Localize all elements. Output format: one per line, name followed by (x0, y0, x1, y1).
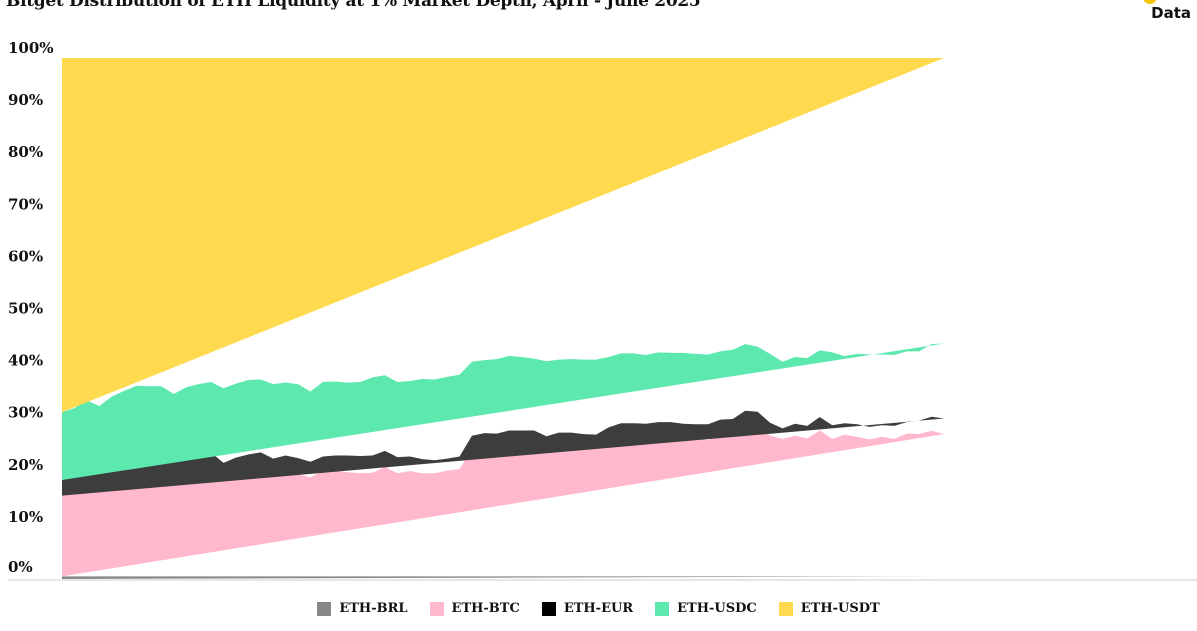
area-eth-usdc (62, 343, 944, 481)
legend-label: ETH-BRL (339, 601, 408, 616)
y-tick-label: 20% (8, 456, 43, 474)
legend-label: ETH-EUR (563, 601, 634, 616)
y-tick-label: 0% (8, 558, 33, 576)
area-eth-usdt (62, 58, 944, 413)
legend-swatch (541, 601, 556, 616)
area-eth-btc (62, 425, 944, 577)
legend-swatch (778, 601, 793, 616)
y-tick-label: 100% (8, 39, 54, 57)
legend-item-eth-btc: ETH-BTC (429, 601, 520, 616)
legend-swatch (429, 601, 444, 616)
legend-item-eth-usdc: ETH-USDC (655, 601, 757, 616)
y-axis-ticks: 0% 10% 20% 30% 40% 50% 60% 70% 80% 90% 100% (8, 39, 54, 576)
legend-label: ETH-USDT (800, 601, 880, 616)
brand-text: Data (1151, 4, 1191, 22)
legend-label: ETH-USDC (677, 601, 757, 616)
area-layers (62, 58, 944, 579)
y-tick-label: 40% (8, 352, 43, 370)
y-tick-label: 10% (8, 508, 43, 526)
legend-swatch (317, 601, 332, 616)
legend-item-eth-brl: ETH-BRL (317, 601, 408, 616)
area-eth-brl (62, 576, 944, 579)
area-eth-eur (62, 410, 944, 496)
y-tick-label: 90% (8, 91, 43, 109)
y-tick-label: 70% (8, 195, 43, 213)
legend-swatch (655, 601, 670, 616)
y-tick-label: 60% (8, 247, 43, 265)
legend-label: ETH-BTC (451, 601, 520, 616)
legend-item-eth-usdt: ETH-USDT (778, 601, 880, 616)
logo-mark-icon (1143, 0, 1157, 4)
legend-item-eth-eur: ETH-EUR (541, 601, 634, 616)
chart-title: Bitget Distribution of ETH Liquidity at … (6, 0, 701, 11)
y-tick-label: 30% (8, 404, 43, 422)
legend: ETH-BRL ETH-BTC ETH-EUR ETH-USDC ETH-USDT (0, 601, 1197, 616)
y-tick-label: 80% (8, 143, 43, 161)
brand-logo: Data (1111, 0, 1191, 24)
y-tick-label: 50% (8, 300, 43, 318)
